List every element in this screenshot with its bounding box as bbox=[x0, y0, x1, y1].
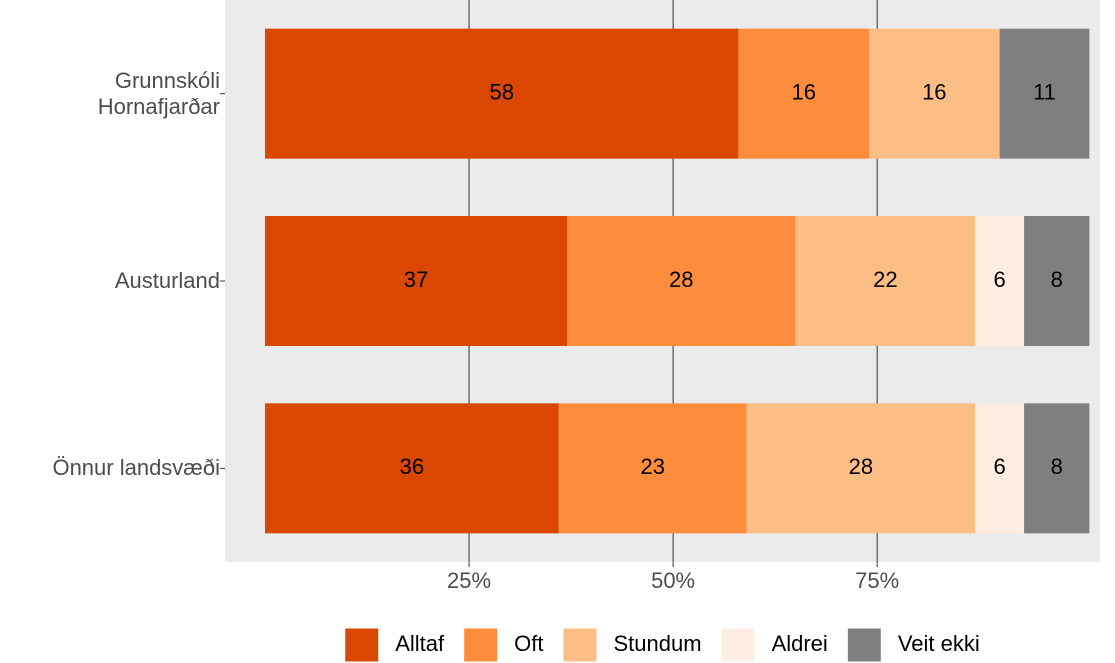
bar-segment bbox=[869, 28, 1000, 159]
legend-key bbox=[345, 628, 379, 662]
legend-label: Oft bbox=[514, 631, 543, 656]
bar-segment bbox=[1024, 216, 1090, 346]
y-tick-label: Grunnskóli Hornafjarðar bbox=[97, 67, 220, 119]
data-label: 23 bbox=[640, 454, 664, 479]
data-label: 28 bbox=[669, 267, 693, 292]
legend-label: Veit ekki bbox=[898, 631, 980, 656]
bar-segment bbox=[558, 403, 747, 534]
data-label: 28 bbox=[849, 454, 873, 479]
data-label: 36 bbox=[400, 454, 424, 479]
x-tick-label: 25% bbox=[447, 568, 491, 593]
data-label: 11 bbox=[1033, 79, 1056, 104]
legend-key bbox=[464, 628, 498, 662]
data-label: 6 bbox=[993, 454, 1005, 479]
bar-segment bbox=[264, 216, 568, 346]
data-label: 8 bbox=[1051, 267, 1063, 292]
bar-segment bbox=[264, 28, 739, 159]
bar-segment bbox=[795, 216, 976, 346]
data-label: 22 bbox=[873, 267, 897, 292]
legend-key bbox=[563, 628, 597, 662]
data-label: 8 bbox=[1051, 454, 1063, 479]
bar-segment bbox=[264, 403, 559, 534]
data-label: 16 bbox=[922, 79, 946, 104]
data-label: 6 bbox=[993, 267, 1005, 292]
bar-segment bbox=[975, 403, 1025, 534]
bar-segment bbox=[975, 216, 1025, 346]
y-tick-label: Austurland bbox=[114, 268, 220, 293]
data-label: 37 bbox=[404, 267, 428, 292]
data-label: 16 bbox=[791, 79, 815, 104]
x-tick-label: 50% bbox=[651, 568, 695, 593]
bar-segment bbox=[999, 28, 1090, 159]
bar-segment bbox=[567, 216, 796, 346]
legend-key bbox=[721, 628, 755, 662]
x-tick-label: 75% bbox=[855, 568, 899, 593]
legend-label: Stundum bbox=[614, 631, 702, 656]
y-tick-label: Önnur landsvæði bbox=[52, 455, 220, 481]
legend-key bbox=[847, 628, 881, 662]
bar-segment bbox=[746, 403, 976, 534]
bar-segment bbox=[738, 28, 870, 159]
data-label: 58 bbox=[489, 79, 513, 104]
bar-segment bbox=[1024, 403, 1090, 534]
legend-label: Aldrei bbox=[772, 631, 828, 656]
legend-label: Alltaf bbox=[395, 631, 445, 656]
